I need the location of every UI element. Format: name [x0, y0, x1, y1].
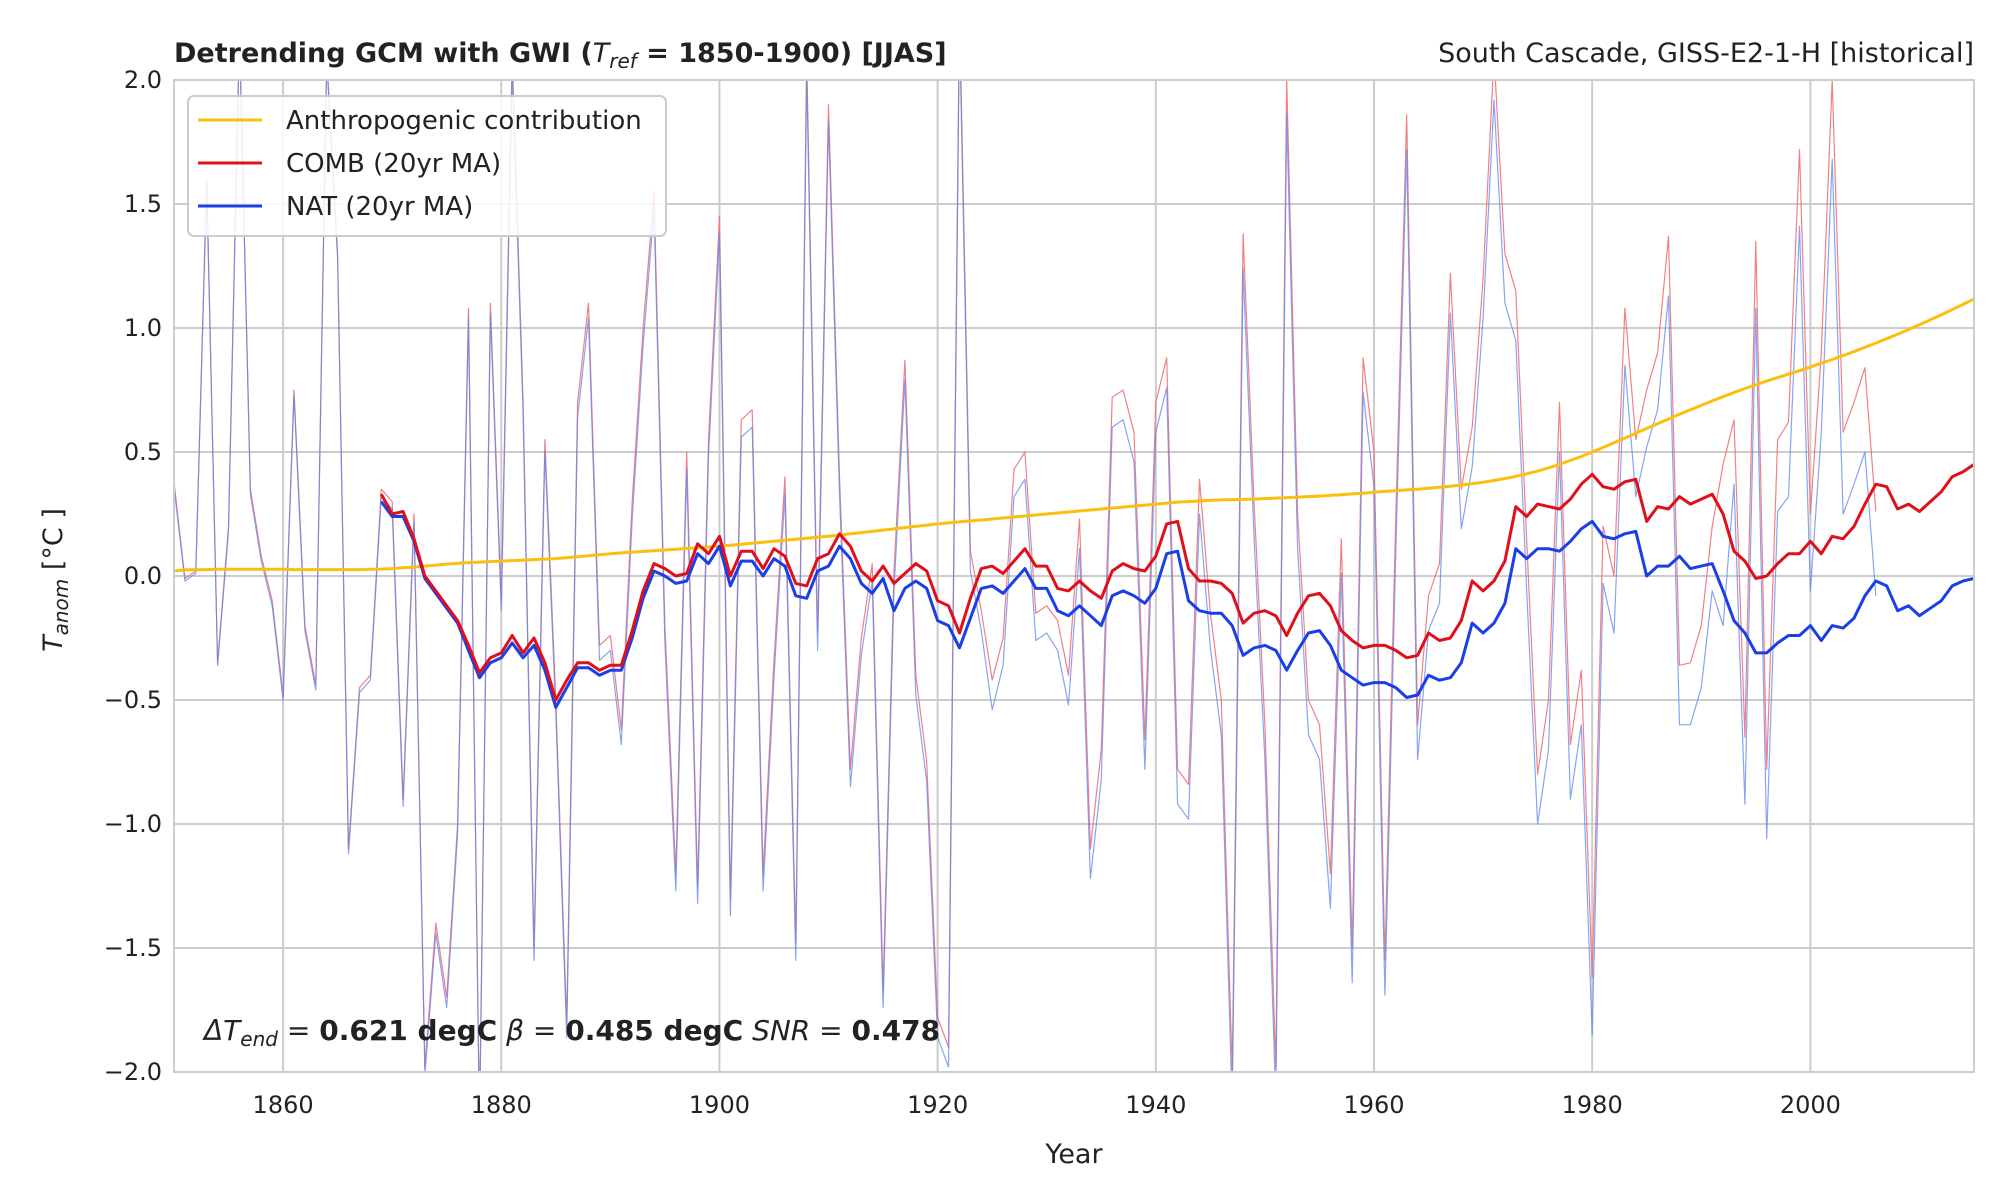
- y-tick-label: 0.5: [124, 438, 162, 466]
- nat-ma-line: [380, 500, 1974, 709]
- moving-average-series: [174, 297, 1974, 709]
- chart-title: Detrending GCM with GWI (Tref = 1850-190…: [174, 38, 947, 73]
- x-tick-label: 1980: [1562, 1091, 1623, 1119]
- y-tick-label: −1.5: [104, 934, 162, 962]
- legend-label-nat: NAT (20yr MA): [286, 192, 473, 222]
- y-tick-label: 1.5: [124, 190, 162, 218]
- plot-frame: [173, 79, 1975, 1073]
- y-tick-label: 0.0: [124, 562, 162, 590]
- x-axis-label: Year: [1044, 1139, 1103, 1170]
- x-tick-label: 1900: [689, 1091, 750, 1119]
- legend-label-comb: COMB (20yr MA): [286, 149, 501, 179]
- y-tick-labels: −2.0 −1.5 −1.0 −0.5 0.0 0.5 1.0 1.5 2.0: [104, 66, 162, 1086]
- legend-box: [187, 95, 667, 237]
- legend-label-anthropogenic: Anthropogenic contribution: [286, 106, 642, 136]
- y-tick-label: −2.0: [104, 1058, 162, 1086]
- nat-annual-line: [174, 80, 1877, 1072]
- annual-series: [174, 80, 1877, 1072]
- x-tick-label: 1920: [907, 1091, 968, 1119]
- y-tick-label: 1.0: [124, 314, 162, 342]
- comb-ma-line: [379, 463, 1974, 702]
- stats-annotation: ΔTend = 0.621 degC β = 0.485 degC SNR = …: [202, 1014, 940, 1051]
- x-tick-labels: 1860 1880 1900 1920 1940 1960 1980 2000: [253, 1091, 1841, 1119]
- legend: Anthropogenic contribution COMB (20yr MA…: [187, 95, 667, 237]
- chart-subtitle-right: South Cascade, GISS-E2-1-H [historical]: [1438, 38, 1974, 69]
- x-tick-label: 1940: [1125, 1091, 1186, 1119]
- x-tick-label: 1880: [471, 1091, 532, 1119]
- anthropogenic-line: [174, 297, 1974, 573]
- y-tick-label: −1.0: [104, 810, 162, 838]
- y-axis-label: Tanom [°C ]: [38, 508, 73, 652]
- x-tick-label: 1860: [253, 1091, 314, 1119]
- y-tick-label: −0.5: [104, 686, 162, 714]
- y-tick-label: 2.0: [124, 66, 162, 94]
- x-tick-label: 2000: [1780, 1091, 1841, 1119]
- x-tick-label: 1960: [1343, 1091, 1404, 1119]
